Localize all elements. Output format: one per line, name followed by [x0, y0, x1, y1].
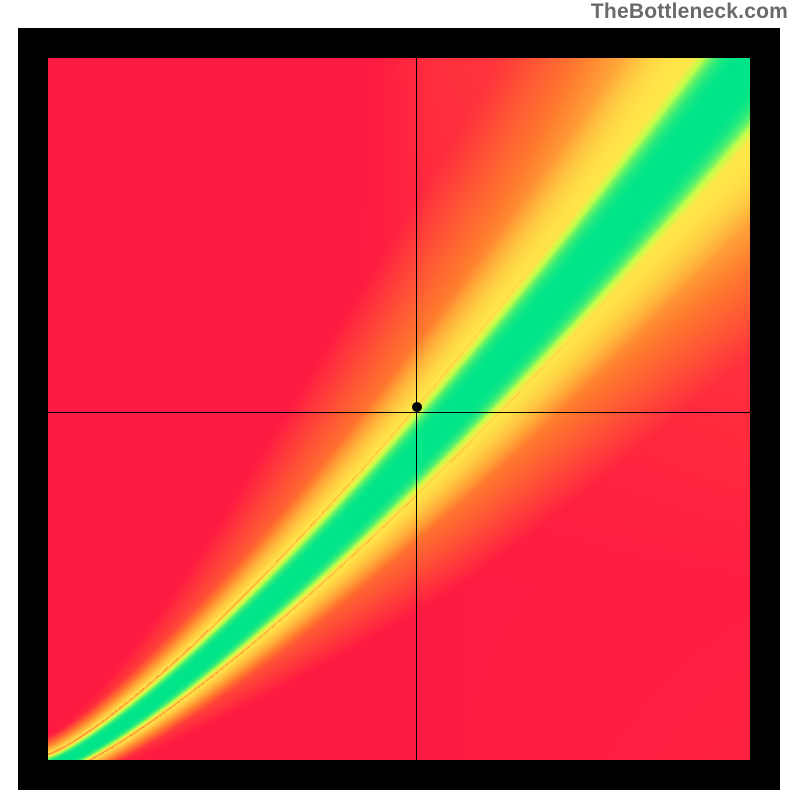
crosshair-horizontal: [48, 412, 750, 413]
data-point-marker: [412, 402, 422, 412]
heatmap-canvas: [48, 58, 750, 760]
watermark-text: TheBottleneck.com: [591, 0, 788, 24]
chart-container: TheBottleneck.com: [0, 0, 800, 800]
heatmap-region: [48, 58, 750, 760]
